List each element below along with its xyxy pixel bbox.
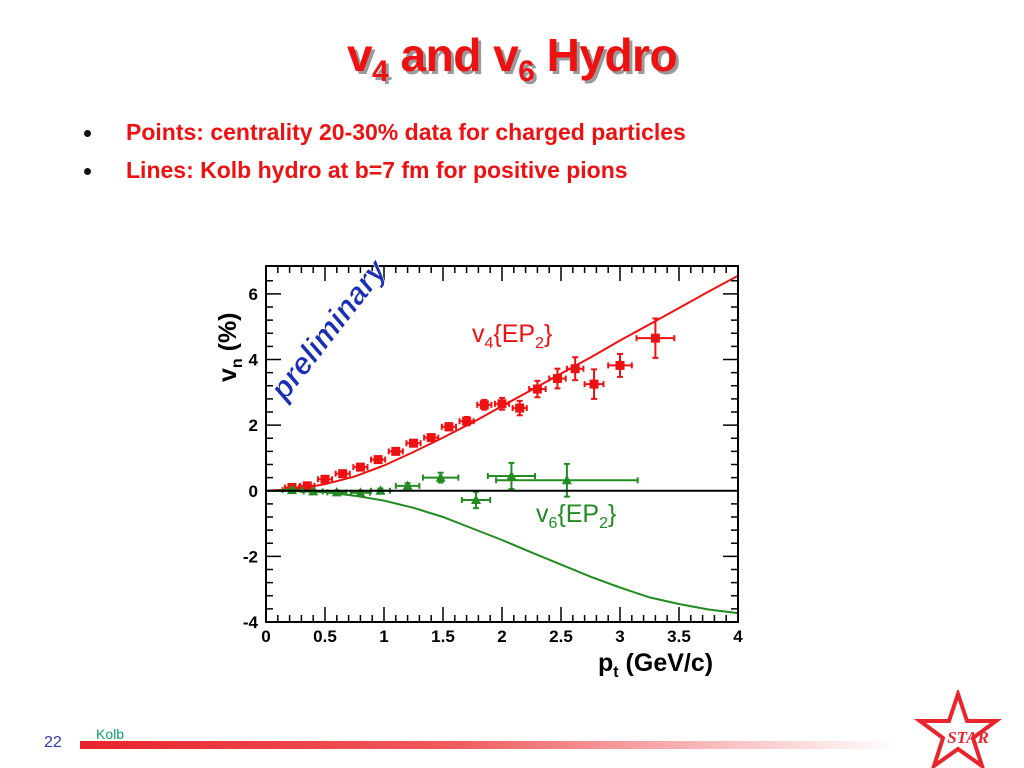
bullet-item: Lines: Kolb hydro at b=7 fm for positive…	[84, 152, 686, 190]
data-point-v4	[387, 446, 404, 456]
data-point-v4	[548, 367, 567, 390]
data-point-v4	[423, 433, 440, 443]
preliminary-annotation: preliminary	[262, 252, 394, 407]
data-point-v4	[458, 415, 475, 427]
data-point-v4	[528, 379, 547, 399]
bullet-dot-icon	[84, 168, 91, 175]
data-point-v4	[493, 396, 511, 411]
data-point-v6	[421, 471, 460, 484]
bullet-text: Lines: Kolb hydro at b=7 fm for positive…	[126, 157, 628, 183]
series-label-v6: v6{EP2}	[536, 500, 616, 532]
y-tick-label: 2	[249, 416, 258, 435]
x-axis-title: pt (GeV/c)	[598, 649, 713, 681]
data-point-v4	[299, 481, 316, 491]
x-tick-label: 0.5	[313, 627, 337, 646]
data-point-v4	[352, 462, 369, 472]
footer-author: Kolb	[96, 726, 125, 742]
data-point-v6	[486, 461, 537, 491]
slide-title: v4 and v6 Hydro	[346, 29, 678, 88]
x-tick-label: 3	[615, 627, 624, 646]
data-point-v4	[565, 356, 585, 382]
data-point-v4	[405, 438, 422, 448]
data-point-v6	[394, 480, 421, 490]
y-tick-label: 4	[249, 351, 259, 370]
x-tick-label: 0	[261, 627, 270, 646]
bullet-text: Points: centrality 20-30% data for charg…	[126, 119, 686, 145]
x-tick-label: 4	[733, 627, 743, 646]
page-number: 22	[44, 734, 62, 751]
data-point-v6	[460, 490, 492, 510]
data-point-v4	[607, 352, 633, 378]
footer-gradient-bar	[80, 741, 900, 749]
star-logo-text: STAR	[947, 728, 989, 747]
x-tick-label: 1.5	[431, 627, 455, 646]
data-point-v4	[370, 455, 387, 465]
y-tick-label: -2	[243, 547, 258, 566]
y-tick-label: 0	[249, 482, 258, 501]
star-logo: STAR	[913, 690, 1003, 768]
data-point-v4	[476, 398, 493, 411]
data-point-v4	[440, 422, 457, 432]
vn-pt-chart: 0 0.5 1 1.5 2 2.5 3 3.5 4 -4 -2 0 2 4 6 preliminary v4…	[214, 251, 743, 681]
bullet-list: Points: centrality 20-30% data for charg…	[84, 114, 686, 190]
y-tick-label: 6	[249, 285, 258, 304]
data-point-v4	[334, 469, 351, 479]
hydro-curve-v6	[265, 489, 739, 615]
y-tick-label: -4	[243, 613, 259, 632]
x-tick-label: 2	[497, 627, 506, 646]
bullet-item: Points: centrality 20-30% data for charg…	[84, 114, 686, 152]
y-axis-title: vn (%)	[214, 312, 246, 382]
bullet-dot-icon	[84, 130, 91, 137]
series-label-v4: v4{EP2}	[472, 320, 552, 352]
data-point-v4	[511, 399, 528, 417]
x-tick-label: 1	[379, 627, 388, 646]
data-point-v4	[583, 368, 605, 400]
x-tick-label: 3.5	[667, 627, 691, 646]
data-point-v4	[316, 474, 334, 484]
x-tick-label: 2.5	[549, 627, 573, 646]
data-point-v4	[635, 317, 676, 359]
star-icon	[913, 690, 1003, 768]
